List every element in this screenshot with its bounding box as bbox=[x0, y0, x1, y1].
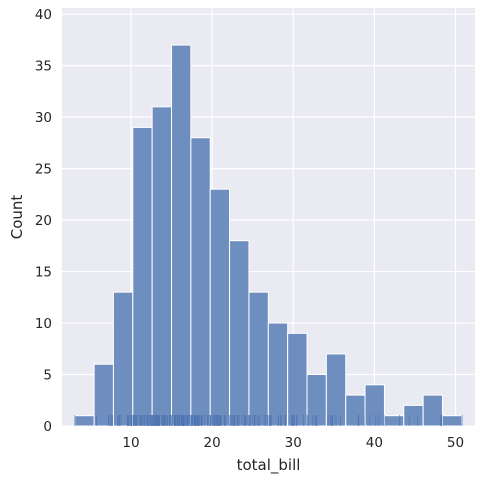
histogram-bar bbox=[267, 322, 289, 427]
histogram-bar bbox=[364, 384, 385, 427]
y-tick-label: 25 bbox=[35, 162, 52, 178]
histogram-bar bbox=[248, 291, 269, 427]
histogram-bars bbox=[74, 44, 463, 427]
y-tick-label: 35 bbox=[35, 59, 52, 75]
y-tick-label: 10 bbox=[35, 316, 52, 332]
x-tick-labels: 10 20 30 40 50 bbox=[122, 435, 464, 451]
histogram-bar bbox=[345, 394, 366, 427]
y-axis-label: Count bbox=[8, 195, 26, 240]
histogram-bar bbox=[422, 394, 443, 427]
x-tick-label: 30 bbox=[285, 435, 302, 451]
rug-marks bbox=[74, 415, 463, 426]
y-tick-label: 30 bbox=[35, 110, 52, 126]
histogram-bar bbox=[287, 332, 308, 427]
histogram-bar bbox=[171, 44, 192, 427]
y-tick-label: 0 bbox=[43, 419, 52, 435]
histogram-bar bbox=[74, 415, 95, 427]
y-tick-label: 15 bbox=[35, 265, 52, 281]
histogram-bar bbox=[209, 188, 231, 427]
histogram-bar bbox=[441, 415, 463, 427]
histogram-bar bbox=[190, 137, 211, 427]
histogram-bar bbox=[229, 240, 250, 427]
y-tick-label: 40 bbox=[35, 7, 52, 23]
histogram-bar bbox=[132, 126, 153, 427]
histogram-bar bbox=[403, 404, 424, 427]
x-axis-label: total_bill bbox=[237, 456, 301, 475]
x-tick-label: 20 bbox=[204, 435, 221, 451]
histogram-bar bbox=[112, 291, 134, 427]
y-tick-labels: 0 5 10 15 20 25 30 35 40 bbox=[35, 7, 52, 435]
x-tick-label: 50 bbox=[447, 435, 464, 451]
y-tick-label: 5 bbox=[43, 368, 52, 384]
histogram-bar bbox=[383, 415, 405, 427]
x-tick-label: 40 bbox=[366, 435, 383, 451]
x-tick-label: 10 bbox=[122, 435, 139, 451]
histogram-bar bbox=[151, 106, 173, 427]
y-tick-label: 20 bbox=[35, 213, 52, 229]
